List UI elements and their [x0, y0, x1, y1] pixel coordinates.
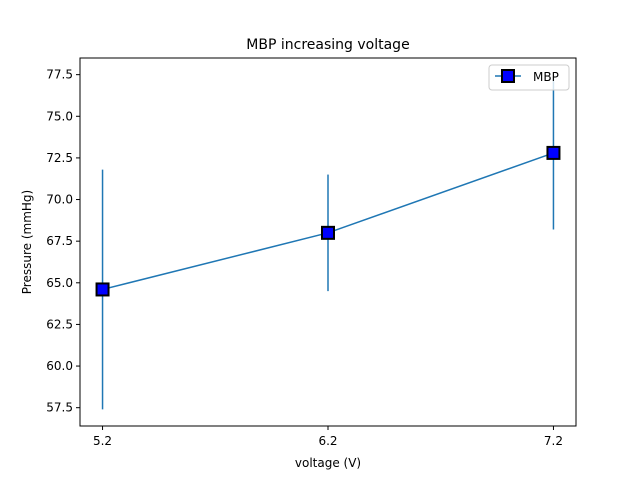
plot-area [95, 76, 561, 410]
y-tick-label: 57.5 [46, 401, 73, 415]
y-axis: 57.5 60.0 62.5 65.0 67.5 70.0 72.5 75.0 77.5 [46, 68, 80, 415]
y-axis-label: Pressure (mmHg) [20, 190, 34, 294]
y-tick-label: 60.0 [46, 359, 73, 373]
y-tick-label: 75.0 [46, 109, 73, 123]
legend-marker-swatch [501, 69, 515, 83]
y-tick-label: 67.5 [46, 234, 73, 248]
x-axis-label: voltage (V) [295, 456, 361, 470]
x-tick-label: 5.2 [93, 434, 112, 448]
y-tick-label: 62.5 [46, 317, 73, 331]
legend: MBP [488, 64, 570, 91]
y-tick-label: 70.0 [46, 193, 73, 207]
x-tick-label: 7.2 [544, 434, 563, 448]
x-axis: 5.2 6.2 7.2 [93, 426, 563, 448]
data-point-marker [546, 145, 561, 160]
x-tick-label: 6.2 [318, 434, 337, 448]
legend-label-mbp: MBP [533, 70, 559, 84]
y-tick-label: 77.5 [46, 68, 73, 82]
y-tick-label: 72.5 [46, 151, 73, 165]
data-point-marker [321, 225, 335, 240]
data-point-marker [95, 282, 110, 297]
chart-title: MBP increasing voltage [246, 37, 409, 53]
y-tick-label: 65.0 [46, 276, 73, 290]
